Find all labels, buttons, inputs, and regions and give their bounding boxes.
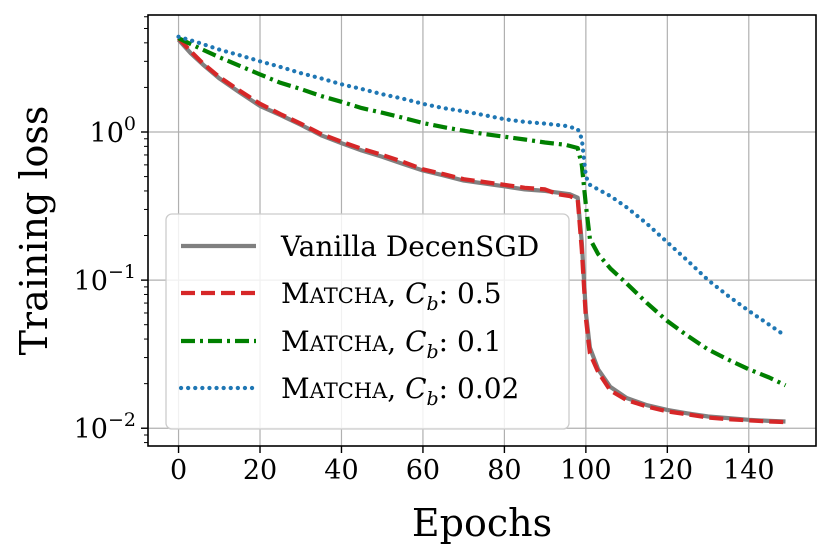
legend-label-prefix: M: [281, 277, 310, 310]
x-tick-label: 100: [560, 455, 612, 486]
series-line-2: [177, 36, 787, 388]
x-tick-label: 40: [324, 455, 358, 486]
y-tick-label: 10−1: [74, 261, 136, 297]
legend-label-1: MATCHA, Cb: 0.5: [281, 277, 502, 315]
y-tick-exponent: 0: [124, 113, 136, 135]
y-tick-base: 10: [90, 118, 124, 149]
x-tick-label: 80: [487, 455, 521, 486]
y-tick-label: 10−2: [74, 409, 136, 445]
x-axis-label: Epochs: [412, 501, 552, 545]
legend-label-2: MATCHA, Cb: 0.1: [281, 325, 502, 363]
y-tick-base: 10: [74, 266, 108, 297]
legend-label-value: : 0.02: [439, 372, 520, 405]
legend-label-text: Vanilla DecenSGD: [280, 230, 539, 263]
y-axis-label: Training loss: [12, 106, 56, 356]
x-axis-ticks: 0 20 40 60 80 100 120 140: [170, 446, 775, 486]
x-tick-label: 0: [170, 455, 187, 486]
legend-label-value: : 0.1: [439, 325, 502, 358]
y-tick-base: 10: [74, 414, 108, 445]
legend-label-smallcaps: ATCHA: [309, 379, 388, 403]
legend-label-value: : 0.5: [439, 277, 502, 310]
legend-label-cb: C: [405, 372, 426, 405]
legend-label-cb-sub: b: [427, 293, 439, 315]
legend-label-sep: ,: [387, 372, 405, 405]
y-tick-exponent: −1: [108, 261, 136, 283]
legend-label-cb-sub: b: [427, 341, 439, 363]
legend-label-cb: C: [405, 325, 426, 358]
series-lines: [176, 34, 788, 425]
legend-label-cb: C: [405, 277, 426, 310]
y-tick-label: 100: [90, 113, 136, 149]
plot-frame: [147, 14, 817, 447]
legend-label-prefix: M: [281, 372, 310, 405]
y-tick-exponent: −2: [108, 409, 136, 431]
legend-label-0: Vanilla DecenSGD: [280, 230, 539, 263]
x-tick-label: 140: [723, 455, 775, 486]
legend-label-smallcaps: ATCHA: [309, 332, 388, 356]
series-line-3: [176, 34, 788, 338]
legend-box: [165, 213, 570, 430]
series-line-1: [176, 36, 786, 425]
x-tick-label: 20: [243, 455, 277, 486]
legend-label-3: MATCHA, Cb: 0.02: [281, 372, 519, 410]
x-tick-label: 120: [642, 455, 694, 486]
legend-label-cb-sub: b: [427, 388, 439, 410]
legend-label-sep: ,: [387, 277, 405, 310]
x-tick-label: 60: [406, 455, 440, 486]
legend-label-prefix: M: [281, 325, 310, 358]
legend-label-sep: ,: [387, 325, 405, 358]
legend-label-smallcaps: ATCHA: [309, 284, 388, 308]
